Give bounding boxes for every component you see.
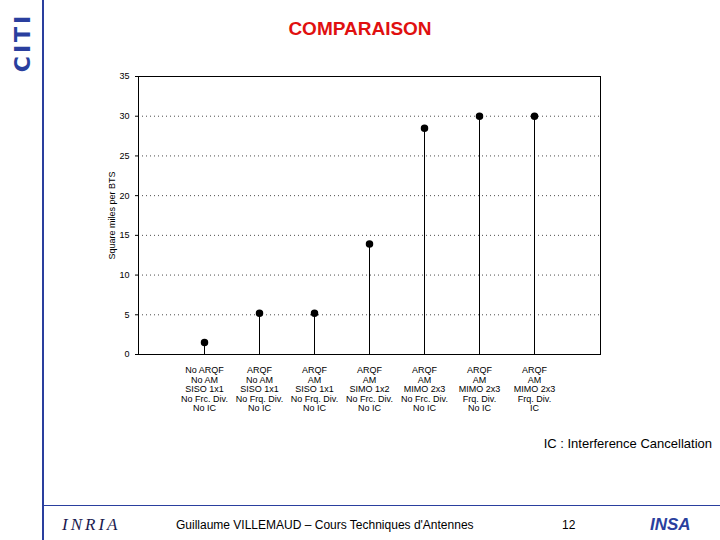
- svg-text:0: 0: [124, 349, 129, 359]
- svg-text:No ARQFNo AMSISO 1x1No Frc. Di: No ARQFNo AMSISO 1x1No Frc. Div.No IC: [181, 365, 228, 413]
- svg-text:15: 15: [119, 230, 129, 240]
- html-text:INSA: INSA: [650, 515, 691, 534]
- svg-text:25: 25: [119, 151, 129, 161]
- html-text:INRIA: INRIA: [62, 515, 121, 534]
- html-text:COMPARAISON: COMPARAISON: [288, 18, 432, 39]
- html-text:IC : Interference Cancellation: IC : Interference Cancellation: [543, 436, 712, 451]
- html-text:Guillaume VILLEMAUD – Cours Te: Guillaume VILLEMAUD – Cours Techniques d…: [176, 518, 474, 532]
- svg-text:ARQFNo AMSISO 1x1No Frq. Div.N: ARQFNo AMSISO 1x1No Frq. Div.No IC: [236, 365, 283, 413]
- svg-text:ARQFAMSISO 1x1No Frq. Div.No I: ARQFAMSISO 1x1No Frq. Div.No IC: [291, 365, 338, 413]
- svg-text:10: 10: [119, 270, 129, 280]
- svg-text:30: 30: [119, 111, 129, 121]
- svg-text:35: 35: [119, 71, 129, 81]
- html-text:CITI: CITI: [9, 12, 35, 73]
- html-text:12: 12: [562, 518, 576, 532]
- svg-text:ARQFAMMIMO 2x3No Frc. Div.No I: ARQFAMMIMO 2x3No Frc. Div.No IC: [401, 365, 448, 413]
- svg-text:5: 5: [124, 310, 129, 320]
- svg-text:20: 20: [119, 191, 129, 201]
- svg-text:ARQFAMMIMO 2x3Frq. Div.No IC: ARQFAMMIMO 2x3Frq. Div.No IC: [459, 365, 501, 413]
- svg-text:Square miles per BTS: Square miles per BTS: [107, 171, 117, 259]
- svg-text:ARQFAMMIMO 2x3Frq. Div.IC: ARQFAMMIMO 2x3Frq. Div.IC: [514, 365, 556, 413]
- svg-text:ARQFAMSIMO 1x2No Frc. Div.No I: ARQFAMSIMO 1x2No Frc. Div.No IC: [346, 365, 393, 413]
